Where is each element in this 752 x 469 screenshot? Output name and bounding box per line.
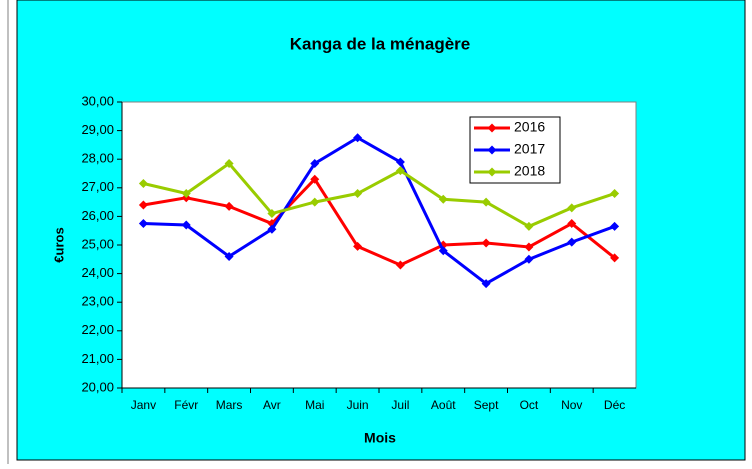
marker — [610, 189, 620, 199]
marker — [267, 224, 277, 234]
x-tick-label: Avr — [263, 398, 281, 412]
x-tick-label: Oct — [520, 398, 539, 412]
marker — [524, 221, 534, 231]
series-line — [143, 176, 616, 267]
marker — [224, 158, 234, 168]
y-tick-label: 25,00 — [81, 236, 114, 251]
marker — [567, 219, 577, 229]
y-tick-label: 20,00 — [81, 379, 114, 394]
marker — [138, 200, 148, 210]
marker — [481, 197, 491, 207]
marker — [567, 203, 577, 213]
marker — [310, 174, 320, 184]
marker — [353, 241, 363, 251]
marker — [353, 133, 363, 143]
y-tick-label: 26,00 — [81, 208, 114, 223]
marker — [224, 201, 234, 211]
chart-title: Kanga de la ménagère — [290, 34, 470, 53]
x-tick-label: Août — [431, 398, 456, 412]
y-tick-label: 29,00 — [81, 122, 114, 137]
y-tick-label: 24,00 — [81, 265, 114, 280]
marker — [395, 166, 405, 176]
marker — [138, 219, 148, 229]
marker — [395, 260, 405, 270]
x-tick-label: Janv — [131, 398, 156, 412]
marker — [438, 194, 448, 204]
marker — [524, 254, 534, 264]
marker — [310, 158, 320, 168]
marker — [181, 189, 191, 199]
legend-label: 2017 — [514, 141, 545, 157]
marker — [567, 237, 577, 247]
marker — [481, 238, 491, 248]
x-axis-label: Mois — [364, 430, 396, 446]
marker — [481, 279, 491, 289]
x-tick-label: Nov — [561, 398, 582, 412]
marker — [610, 221, 620, 231]
marker — [524, 242, 534, 252]
y-tick-label: 27,00 — [81, 179, 114, 194]
marker — [353, 189, 363, 199]
x-tick-label: Juil — [391, 398, 409, 412]
marker — [310, 197, 320, 207]
y-axis-label: €uros — [51, 227, 66, 262]
legend-marker — [487, 167, 497, 177]
y-tick-label: 28,00 — [81, 151, 114, 166]
marker — [138, 179, 148, 189]
y-tick-label: 30,00 — [81, 93, 114, 108]
marker — [438, 246, 448, 256]
series-line — [143, 161, 616, 229]
x-tick-label: Mars — [216, 398, 243, 412]
x-tick-label: Mai — [305, 398, 324, 412]
legend-label: 2016 — [514, 119, 545, 135]
legend-marker — [487, 145, 497, 155]
marker — [181, 220, 191, 230]
legend-label: 2018 — [514, 163, 545, 179]
y-tick-label: 23,00 — [81, 294, 114, 309]
marker — [395, 157, 405, 167]
y-tick-label: 22,00 — [81, 322, 114, 337]
marker — [610, 253, 620, 263]
x-tick-label: Sept — [474, 398, 499, 412]
x-tick-label: Juin — [347, 398, 369, 412]
marker — [224, 251, 234, 261]
series-line — [143, 136, 616, 286]
y-tick-label: 21,00 — [81, 351, 114, 366]
x-tick-label: Déc — [604, 398, 625, 412]
x-tick-label: Févr — [174, 398, 198, 412]
marker — [267, 209, 277, 219]
legend-marker — [487, 123, 497, 133]
